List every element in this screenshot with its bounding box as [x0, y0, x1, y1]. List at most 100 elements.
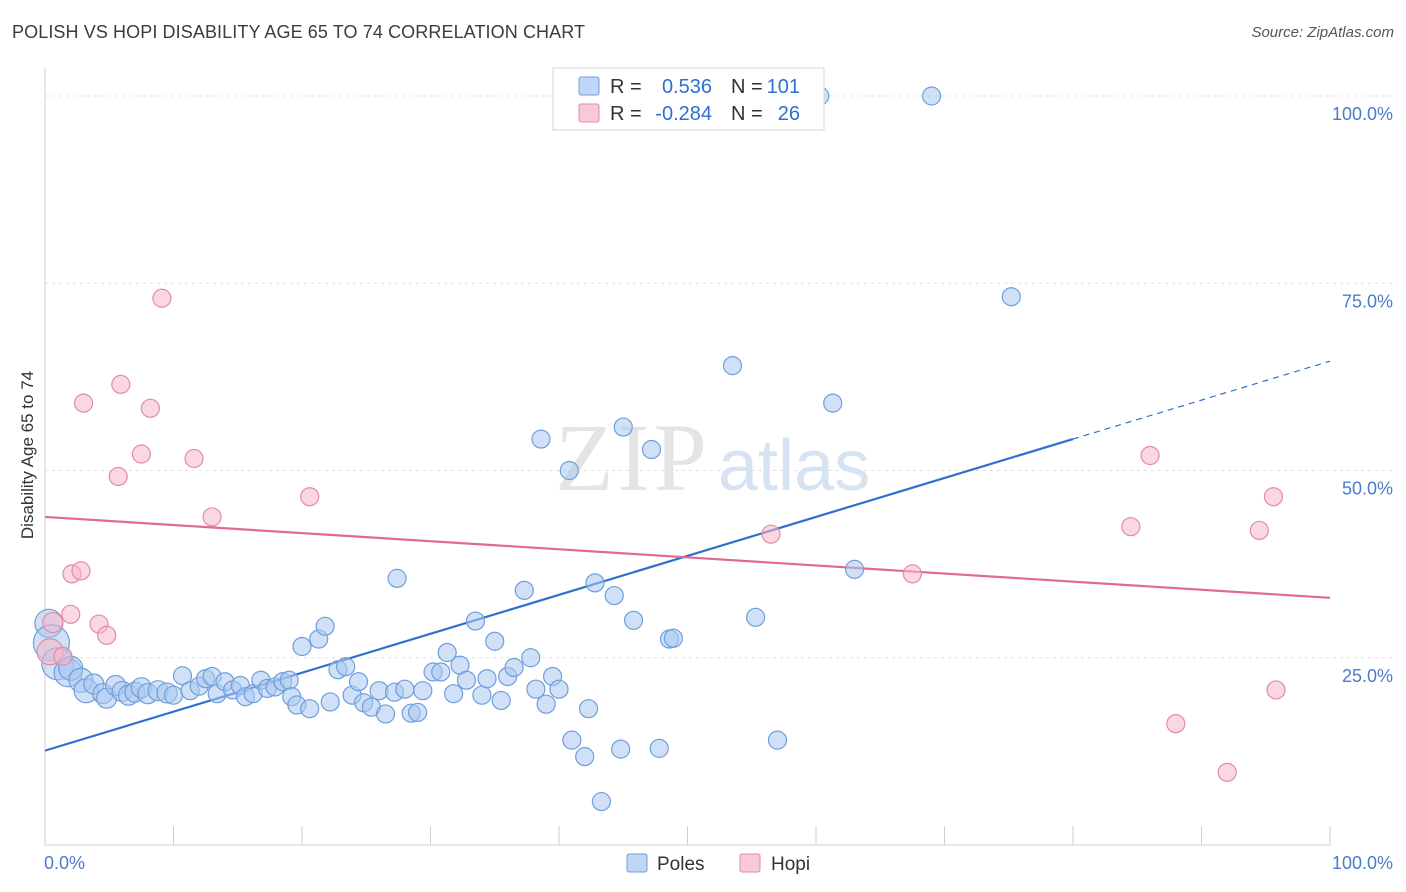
y-tick-label: 75.0%: [1342, 291, 1393, 311]
point-hopi: [97, 625, 117, 645]
legend-n-label: N =: [731, 76, 763, 98]
x-tick-label: 100.0%: [1332, 853, 1393, 873]
point-poles: [663, 628, 683, 648]
bottom-legend-label-hopi: Hopi: [771, 854, 810, 875]
y-tick-label: 100.0%: [1332, 104, 1393, 124]
y-axis-label: Disability Age 65 to 74: [18, 371, 37, 539]
point-poles: [521, 648, 541, 668]
point-poles: [292, 636, 312, 657]
stats-legend: R = 0.536 N = 101 R = -0.284 N = 26: [552, 67, 825, 131]
point-hopi: [71, 561, 91, 581]
point-hopi: [300, 487, 320, 507]
point-poles: [387, 568, 407, 588]
x-tick-labels: 0.0% 100.0%: [44, 853, 1393, 873]
y-tick-label: 50.0%: [1342, 479, 1393, 499]
bottom-legend-swatch-poles: [626, 853, 648, 873]
legend-n-value: 26: [778, 103, 800, 125]
watermark-atlas: atlas: [718, 426, 870, 506]
point-poles: [456, 670, 477, 690]
point-poles: [172, 666, 193, 686]
point-hopi: [140, 398, 160, 418]
point-poles: [578, 699, 599, 719]
point-poles: [1001, 287, 1021, 307]
point-poles: [465, 611, 486, 631]
point-poles: [531, 429, 551, 449]
point-poles: [348, 672, 369, 692]
point-poles: [649, 738, 669, 758]
point-poles: [315, 616, 335, 636]
point-hopi: [53, 646, 73, 666]
watermark: ZIP atlas: [555, 404, 870, 511]
legend-n-value: 101: [767, 76, 800, 98]
point-poles: [844, 559, 865, 579]
source-label: Source: ZipAtlas.com: [1251, 24, 1394, 41]
point-poles: [722, 356, 743, 376]
y-tick-label: 25.0%: [1342, 666, 1393, 686]
point-poles: [591, 791, 612, 812]
point-poles: [585, 573, 605, 593]
bottom-legend-label-poles: Poles: [657, 854, 705, 875]
point-poles: [485, 631, 505, 651]
point-poles: [549, 679, 569, 699]
point-poles: [320, 692, 340, 712]
point-poles: [767, 730, 788, 750]
legend-swatch-hopi: [578, 103, 600, 123]
point-hopi: [902, 564, 922, 584]
point-hopi: [1166, 714, 1186, 734]
point-poles: [477, 669, 497, 689]
legend-r-label: R =: [610, 76, 642, 98]
point-poles: [526, 679, 546, 699]
point-poles: [336, 657, 356, 677]
point-hopi: [761, 524, 781, 544]
point-hopi: [131, 444, 151, 464]
point-hopi: [184, 448, 204, 469]
point-poles: [437, 642, 457, 663]
gridlines: [45, 95, 1392, 659]
bottom-legend-swatch-hopi: [739, 853, 761, 873]
point-hopi: [1217, 762, 1237, 782]
point-poles: [641, 439, 662, 460]
point-poles: [536, 694, 556, 714]
point-poles: [604, 585, 624, 606]
bottom-legend: Poles Hopi: [626, 853, 810, 875]
point-hopi: [1266, 680, 1286, 700]
trend-line-hopi: [44, 515, 1331, 599]
point-poles: [562, 730, 582, 750]
point-hopi: [202, 507, 222, 527]
point-poles: [163, 685, 184, 705]
point-hopi: [73, 393, 94, 413]
point-poles: [514, 580, 534, 600]
legend-r-value: -0.284: [655, 103, 712, 125]
point-poles: [395, 679, 415, 699]
point-poles: [413, 681, 433, 701]
point-poles: [746, 607, 766, 627]
point-poles: [611, 739, 631, 759]
point-poles: [279, 670, 299, 690]
point-poles: [444, 684, 464, 704]
point-poles: [623, 610, 644, 630]
point-hopi: [1263, 487, 1284, 507]
point-poles: [575, 747, 595, 767]
point-poles: [300, 699, 320, 719]
watermark-zip: ZIP: [555, 404, 711, 511]
point-poles: [375, 704, 396, 724]
legend-n-label: N =: [731, 103, 763, 125]
point-hopi: [152, 288, 172, 308]
point-hopi: [42, 611, 64, 634]
point-hopi: [61, 604, 81, 624]
point-poles: [491, 690, 511, 711]
y-tick-labels: 25.0% 50.0% 75.0% 100.0%: [1332, 104, 1393, 686]
legend-swatch-poles: [578, 76, 600, 96]
point-poles: [613, 417, 633, 437]
point-hopi: [1140, 445, 1160, 466]
point-poles: [559, 460, 579, 481]
point-hopi: [1249, 520, 1269, 541]
chart-title: POLISH VS HOPI DISABILITY AGE 65 TO 74 C…: [12, 22, 586, 42]
point-poles: [431, 662, 451, 682]
point-hopi: [1121, 517, 1141, 537]
point-hopi: [108, 466, 128, 487]
legend-r-label: R =: [610, 103, 642, 125]
point-poles: [408, 702, 428, 723]
point-hopi: [111, 374, 131, 394]
